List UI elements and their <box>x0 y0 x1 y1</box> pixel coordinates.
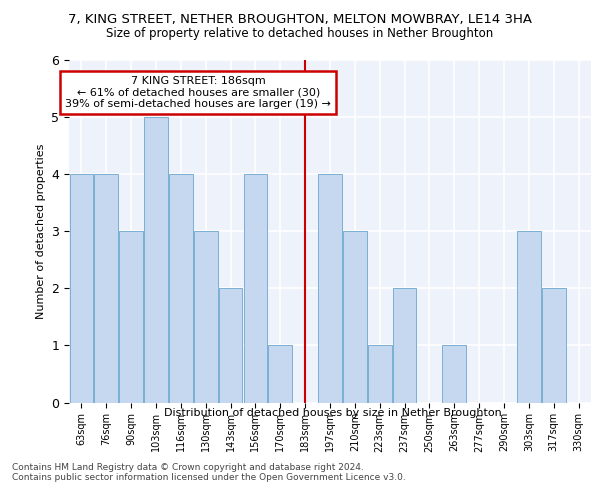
Text: Distribution of detached houses by size in Nether Broughton: Distribution of detached houses by size … <box>164 408 502 418</box>
Bar <box>393 288 416 403</box>
Bar <box>268 346 292 403</box>
Bar <box>119 231 143 402</box>
Bar <box>244 174 267 402</box>
Text: 7, KING STREET, NETHER BROUGHTON, MELTON MOWBRAY, LE14 3HA: 7, KING STREET, NETHER BROUGHTON, MELTON… <box>68 12 532 26</box>
Bar <box>194 231 218 402</box>
Bar <box>368 346 392 403</box>
Bar <box>144 117 168 403</box>
Bar <box>318 174 342 402</box>
Bar <box>442 346 466 403</box>
Y-axis label: Number of detached properties: Number of detached properties <box>36 144 46 319</box>
Bar <box>517 231 541 402</box>
Bar <box>94 174 118 402</box>
Bar <box>169 174 193 402</box>
Text: Contains HM Land Registry data © Crown copyright and database right 2024.: Contains HM Land Registry data © Crown c… <box>12 462 364 471</box>
Bar <box>219 288 242 403</box>
Text: Size of property relative to detached houses in Nether Broughton: Size of property relative to detached ho… <box>106 28 494 40</box>
Bar <box>343 231 367 402</box>
Text: 7 KING STREET: 186sqm
← 61% of detached houses are smaller (30)
39% of semi-deta: 7 KING STREET: 186sqm ← 61% of detached … <box>65 76 331 109</box>
Bar <box>542 288 566 403</box>
Text: Contains public sector information licensed under the Open Government Licence v3: Contains public sector information licen… <box>12 474 406 482</box>
Bar <box>70 174 93 402</box>
